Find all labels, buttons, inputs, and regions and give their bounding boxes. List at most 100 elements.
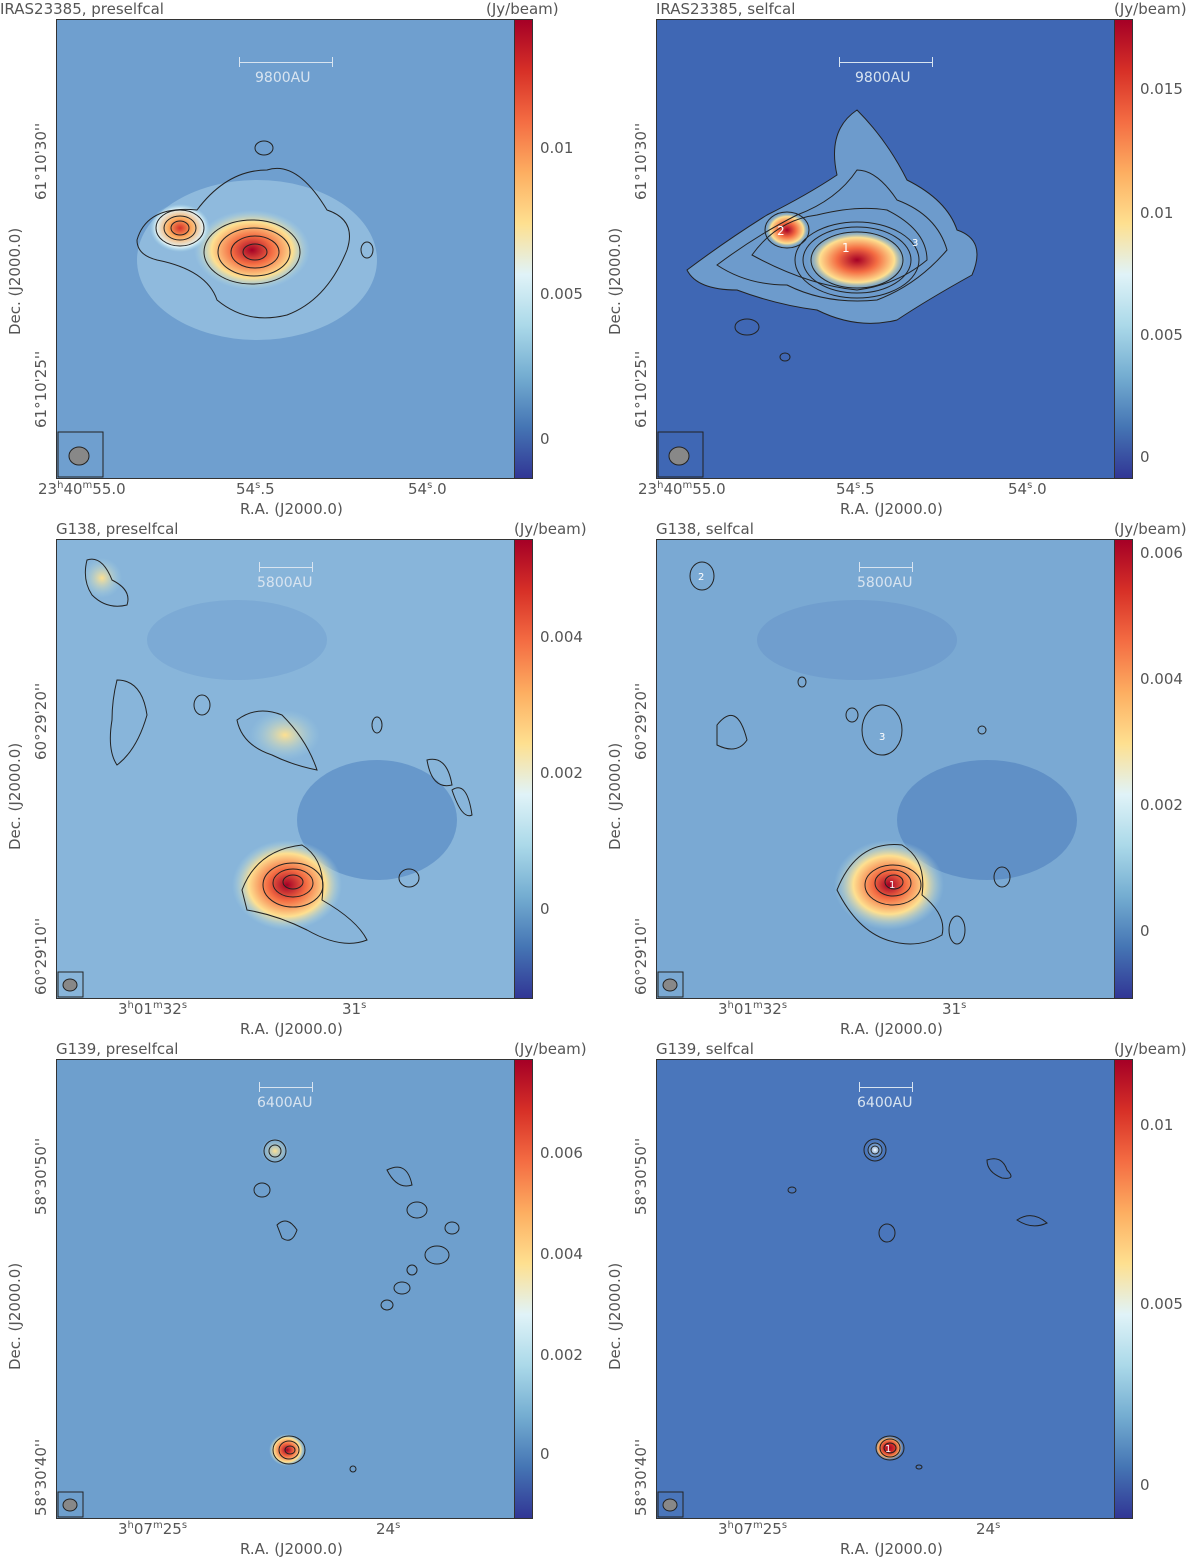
y-axis-label: Dec. (J2000.0) [6, 1262, 24, 1370]
source-label: 3 [879, 732, 885, 743]
colorbar-unit: (Jy/beam) [486, 0, 559, 18]
map-image: 2 3 1 [657, 540, 1115, 998]
panel-g139-selfcal: G139, selfcal (Jy/beam) [600, 1040, 1187, 1560]
y-tick: 61°10'25'' [632, 350, 650, 428]
scale-label: 9800AU [855, 70, 911, 86]
x-tick: 54s.5 [236, 480, 275, 498]
panel-iras23385-preselfcal: IRAS23385, preselfcal (Jy/beam) [0, 0, 583, 520]
y-tick: 60°29'20'' [632, 682, 650, 760]
cbar-tick: 0.004 [540, 1245, 583, 1263]
x-tick: 31s [342, 1000, 367, 1018]
colorbar [1114, 539, 1133, 999]
cbar-tick: 0 [540, 430, 550, 448]
y-tick: 58°30'50'' [632, 1137, 650, 1215]
source-label: 2 [777, 224, 785, 238]
scale-label: 9800AU [255, 70, 311, 86]
y-axis-label: Dec. (J2000.0) [6, 742, 24, 850]
colorbar [514, 19, 533, 479]
cbar-tick: 0.002 [1140, 796, 1183, 814]
y-tick: 60°29'10'' [32, 917, 50, 995]
x-tick: 3h01m32s [118, 1000, 188, 1018]
colorbar [1114, 19, 1133, 479]
y-axis-label: Dec. (J2000.0) [606, 1262, 624, 1370]
x-tick: 31s [942, 1000, 967, 1018]
scale-bar [239, 57, 333, 67]
cbar-tick: 0.01 [1140, 1116, 1174, 1134]
x-axis-label: R.A. (J2000.0) [840, 1540, 943, 1558]
image-map: 1 [656, 1059, 1116, 1519]
panel-g138-selfcal: G138, selfcal (Jy/beam) [600, 520, 1187, 1040]
beam-box [657, 431, 704, 478]
scale-bar [259, 562, 313, 572]
cbar-tick: 0.006 [1140, 544, 1183, 562]
y-tick: 58°30'50'' [32, 1137, 50, 1215]
cbar-tick: 0.01 [1140, 204, 1174, 222]
x-tick: 24s [976, 1520, 1001, 1538]
map-image [57, 540, 515, 998]
scale-label: 5800AU [857, 575, 913, 591]
y-tick: 58°30'40'' [32, 1438, 50, 1516]
map-image: 1 [657, 1060, 1115, 1518]
x-tick: 3h01m32s [718, 1000, 788, 1018]
source-label: 1 [889, 880, 895, 891]
panel-iras23385-selfcal: IRAS23385, selfcal (Jy/beam) 2 1 [600, 0, 1187, 520]
cbar-tick: 0.002 [540, 1346, 583, 1364]
cbar-tick: 0.004 [1140, 670, 1183, 688]
beam-ellipse [62, 1498, 78, 1512]
panel-title: IRAS23385, selfcal [656, 0, 796, 18]
source-label: 3 [912, 238, 918, 249]
cbar-tick: 0 [540, 1445, 550, 1463]
source-label: 1 [842, 241, 850, 255]
cbar-tick: 0 [540, 900, 550, 918]
y-axis-label: Dec. (J2000.0) [6, 227, 24, 335]
beam-box [57, 971, 84, 998]
cbar-tick: 0.005 [1140, 1295, 1183, 1313]
source-label: 1 [885, 1444, 891, 1455]
y-tick: 61°10'25'' [32, 350, 50, 428]
cbar-tick: 0.006 [540, 1144, 583, 1162]
map-image [57, 20, 515, 478]
cbar-tick: 0 [1140, 448, 1150, 466]
x-tick: 24s [376, 1520, 401, 1538]
beam-ellipse [668, 446, 690, 466]
image-map: 2 1 3 [656, 19, 1116, 479]
image-map [56, 19, 516, 479]
colorbar-unit: (Jy/beam) [514, 1040, 587, 1058]
cbar-tick: 0.005 [1140, 326, 1183, 344]
x-tick: 3h07m25s [118, 1520, 188, 1538]
colorbar [1114, 1059, 1133, 1519]
x-tick: 23h40m55.0 [38, 480, 126, 498]
colorbar-unit: (Jy/beam) [1114, 0, 1187, 18]
scale-bar [259, 1082, 313, 1092]
y-tick: 61°10'30'' [632, 122, 650, 200]
cbar-tick: 0 [1140, 922, 1150, 940]
x-axis-label: R.A. (J2000.0) [240, 500, 343, 518]
x-tick: 23h40m55.0 [638, 480, 726, 498]
panel-title: IRAS23385, preselfcal [0, 0, 164, 18]
panel-title: G138, preselfcal [56, 520, 179, 538]
colorbar-unit: (Jy/beam) [1114, 520, 1187, 538]
scale-label: 5800AU [257, 575, 313, 591]
scale-label: 6400AU [857, 1095, 913, 1111]
panel-g138-preselfcal: G138, preselfcal (Jy/beam) [0, 520, 587, 1040]
y-tick: 61°10'30'' [32, 122, 50, 200]
x-tick: 54s.0 [408, 480, 447, 498]
cbar-tick: 0.002 [540, 764, 583, 782]
y-tick: 60°29'20'' [32, 682, 50, 760]
cbar-tick: 0.005 [540, 285, 583, 303]
map-image: 2 1 3 [657, 20, 1115, 478]
beam-ellipse [68, 446, 90, 466]
x-axis-label: R.A. (J2000.0) [240, 1540, 343, 1558]
source-label: 2 [698, 572, 704, 583]
x-axis-label: R.A. (J2000.0) [840, 500, 943, 518]
beam-box [57, 431, 104, 478]
x-axis-label: R.A. (J2000.0) [240, 1020, 343, 1038]
cbar-tick: 0 [1140, 1476, 1150, 1494]
y-tick: 60°29'10'' [632, 917, 650, 995]
x-tick: 54s.5 [836, 480, 875, 498]
image-map [56, 1059, 516, 1519]
panel-title: G139, selfcal [656, 1040, 754, 1058]
beam-box [657, 971, 684, 998]
scale-bar [839, 57, 933, 67]
y-tick: 58°30'40'' [632, 1438, 650, 1516]
